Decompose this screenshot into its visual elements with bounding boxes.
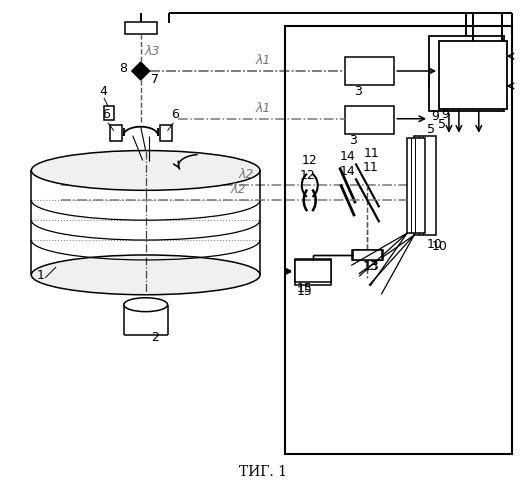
Text: 6: 6 — [171, 108, 179, 120]
Text: λ2: λ2 — [238, 168, 253, 181]
Text: 15: 15 — [297, 282, 313, 294]
Text: 9: 9 — [441, 108, 449, 120]
Text: 5: 5 — [438, 118, 446, 130]
Text: ΤИГ. 1: ΤИГ. 1 — [239, 464, 287, 478]
Ellipse shape — [124, 298, 168, 312]
Text: 4: 4 — [99, 85, 107, 98]
Bar — [295, 260, 330, 282]
Bar — [407, 138, 425, 233]
Bar — [352, 250, 383, 260]
Text: 5: 5 — [427, 122, 435, 136]
Text: 13: 13 — [363, 260, 378, 273]
Text: 14: 14 — [339, 166, 355, 178]
Bar — [285, 26, 512, 454]
Text: λ2: λ2 — [230, 184, 246, 196]
Text: 13: 13 — [364, 260, 379, 273]
Text: 12: 12 — [300, 170, 316, 182]
Bar — [104, 106, 114, 120]
Text: 7: 7 — [151, 73, 159, 86]
Text: 11: 11 — [364, 146, 379, 160]
Text: 1: 1 — [36, 269, 44, 282]
Bar — [110, 124, 122, 140]
Bar — [285, 26, 512, 454]
Text: λ1: λ1 — [255, 54, 270, 67]
Text: λ1: λ1 — [255, 102, 270, 115]
Text: 9: 9 — [431, 110, 439, 122]
Bar — [414, 136, 436, 235]
Ellipse shape — [31, 255, 260, 294]
Text: 3: 3 — [349, 134, 357, 146]
Text: 2: 2 — [151, 332, 159, 344]
Ellipse shape — [31, 150, 260, 190]
Bar — [429, 36, 504, 111]
Text: 15: 15 — [297, 284, 313, 298]
Text: 6: 6 — [102, 108, 110, 120]
Text: 10: 10 — [432, 240, 448, 253]
Bar — [160, 124, 171, 140]
Text: 10: 10 — [427, 238, 443, 251]
Text: λ3: λ3 — [145, 45, 160, 58]
Bar — [295, 259, 330, 285]
Bar — [345, 106, 394, 134]
Text: 3: 3 — [355, 85, 363, 98]
Polygon shape — [132, 62, 150, 80]
Text: 12: 12 — [302, 154, 318, 168]
Bar — [125, 22, 157, 34]
Text: 11: 11 — [363, 162, 378, 174]
Text: 8: 8 — [119, 62, 127, 75]
Bar — [345, 57, 394, 85]
Bar — [439, 41, 506, 109]
Text: 14: 14 — [339, 150, 355, 164]
Bar — [353, 250, 382, 260]
